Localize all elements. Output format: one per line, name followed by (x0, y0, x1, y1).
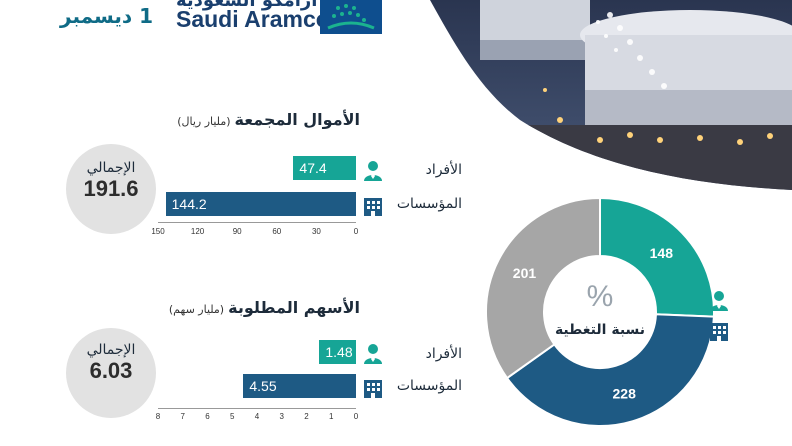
logo-text: Saudi Aramco (176, 6, 330, 32)
funds-value-institutions: 144.2 (171, 196, 207, 212)
shares-tick-label: 3 (279, 412, 284, 421)
person-icon (362, 343, 384, 365)
funds-title-text: الأموال المجمعة (234, 110, 360, 129)
logo-arabic-text: أرامكو السعودية (176, 0, 318, 11)
funds-label-individuals: الأفراد (425, 162, 462, 178)
coverage-donut: % نسبة التغطية 148 228 201 (485, 196, 715, 427)
shares-total-circle: الإجمالي 6.03 (66, 328, 156, 418)
donut-center (544, 256, 656, 368)
shares-tick-label: 2 (304, 412, 309, 421)
funds-axis (158, 222, 356, 223)
building-icon (708, 320, 730, 342)
donut-slice-value: 201 (513, 265, 537, 281)
building-icon (362, 377, 384, 399)
donut-slice-value: 228 (613, 385, 637, 401)
funds-label-institutions: المؤسسات (396, 196, 462, 212)
person-icon (362, 160, 384, 182)
funds-unit: (مليار ريال) (177, 115, 231, 128)
shares-tick-label: 4 (254, 412, 260, 421)
date-text: 1 ديسمبر (60, 4, 154, 28)
funds-tick-label: 150 (151, 227, 165, 236)
shares-total-value: 6.03 (89, 358, 133, 383)
shares-label-institutions: المؤسسات (396, 378, 462, 394)
funds-tick-label: 60 (272, 227, 282, 236)
shares-value-institutions: 4.55 (249, 378, 277, 394)
shares-total-label: الإجمالي (86, 342, 136, 358)
person-icon (708, 290, 730, 312)
percent-icon: % (587, 280, 614, 313)
shares-tick-label: 8 (155, 412, 161, 421)
funds-value-individuals: 47.4 (299, 160, 327, 176)
shares-bar-individuals: 1.48 (319, 340, 356, 364)
funds-tick-label: 30 (311, 227, 321, 236)
funds-title: الأموال المجمعة(مليار ريال) (150, 110, 360, 129)
shares-axis (158, 408, 356, 409)
shares-unit: (مليار سهم) (168, 303, 225, 316)
funds-bar-institutions: 144.2 (165, 192, 356, 216)
funds-tick-label: 0 (353, 227, 359, 236)
shares-tick-label: 0 (353, 412, 359, 421)
donut-slice-value: 148 (650, 245, 674, 261)
funds-tick-label: 90 (232, 227, 242, 236)
shares-title: الأسهم المطلوبة(مليار سهم) (150, 298, 360, 317)
funds-tick-label: 120 (190, 227, 205, 236)
shares-tick-label: 1 (329, 412, 334, 421)
shares-tick-label: 5 (230, 412, 235, 421)
shares-label-individuals: الأفراد (425, 346, 462, 362)
funds-total-value: 191.6 (83, 176, 139, 201)
building-icon (362, 195, 384, 217)
shares-tick-label: 6 (205, 412, 210, 421)
aramco-logo-icon (320, 0, 382, 34)
shares-tick-label: 7 (180, 412, 185, 421)
shares-value-individuals: 1.48 (325, 344, 353, 360)
funds-bar-individuals: 47.4 (293, 156, 356, 180)
coverage-title: نسبة التغطية (555, 322, 645, 338)
shares-title-text: الأسهم المطلوبة (228, 298, 360, 317)
funds-total-label: الإجمالي (86, 160, 136, 176)
funds-total-circle: الإجمالي 191.6 (66, 144, 156, 234)
shares-bar-institutions: 4.55 (243, 374, 356, 398)
